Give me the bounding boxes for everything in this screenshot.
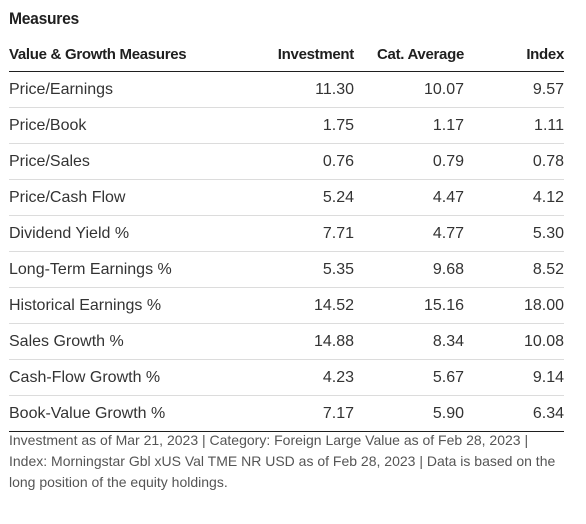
table-row: Book-Value Growth % 7.17 5.90 6.34 [9, 395, 564, 432]
cat-average-value: 15.16 [354, 287, 464, 324]
measure-name: Historical Earnings % [9, 287, 239, 324]
cat-average-value: 8.34 [354, 323, 464, 360]
table-row: Dividend Yield % 7.71 4.77 5.30 [9, 215, 564, 252]
measure-name: Long-Term Earnings % [9, 251, 239, 288]
measure-name: Book-Value Growth % [9, 395, 239, 432]
measure-name: Price/Cash Flow [9, 179, 239, 216]
index-value: 1.11 [464, 107, 564, 144]
index-value: 0.78 [464, 143, 564, 180]
measure-name: Dividend Yield % [9, 215, 239, 252]
table-body: Price/Earnings 11.30 10.07 9.57 Price/Bo… [9, 71, 564, 432]
table-row: Price/Earnings 11.30 10.07 9.57 [9, 71, 564, 108]
cat-average-value: 5.90 [354, 395, 464, 432]
index-value: 9.14 [464, 359, 564, 396]
cat-average-value: 1.17 [354, 107, 464, 144]
cat-average-value: 10.07 [354, 71, 464, 108]
column-header-index: Index [464, 38, 564, 72]
measure-name: Price/Sales [9, 143, 239, 180]
investment-value: 0.76 [239, 143, 354, 180]
investment-value: 14.88 [239, 323, 354, 360]
table-row: Historical Earnings % 14.52 15.16 18.00 [9, 287, 564, 324]
index-value: 18.00 [464, 287, 564, 324]
cat-average-value: 0.79 [354, 143, 464, 180]
investment-value: 14.52 [239, 287, 354, 324]
investment-value: 5.35 [239, 251, 354, 288]
table-row: Cash-Flow Growth % 4.23 5.67 9.14 [9, 359, 564, 396]
measure-name: Cash-Flow Growth % [9, 359, 239, 396]
index-value: 4.12 [464, 179, 564, 216]
table-row: Long-Term Earnings % 5.35 9.68 8.52 [9, 251, 564, 288]
investment-value: 7.17 [239, 395, 354, 432]
investment-value: 1.75 [239, 107, 354, 144]
index-value: 10.08 [464, 323, 564, 360]
table-row: Price/Cash Flow 5.24 4.47 4.12 [9, 179, 564, 216]
index-value: 8.52 [464, 251, 564, 288]
cat-average-value: 9.68 [354, 251, 464, 288]
measure-name: Price/Earnings [9, 71, 239, 108]
investment-value: 7.71 [239, 215, 354, 252]
table-header: Value & Growth Measures Investment Cat. … [9, 38, 564, 72]
cat-average-value: 5.67 [354, 359, 464, 396]
index-value: 6.34 [464, 395, 564, 432]
measure-name: Sales Growth % [9, 323, 239, 360]
cat-average-value: 4.77 [354, 215, 464, 252]
column-header-cat-average: Cat. Average [354, 38, 464, 72]
footnote: Investment as of Mar 21, 2023 | Category… [9, 432, 556, 490]
measures-table: Value & Growth Measures Investment Cat. … [9, 38, 564, 432]
table-row: Price/Book 1.75 1.17 1.11 [9, 107, 564, 144]
table-row: Sales Growth % 14.88 8.34 10.08 [9, 323, 564, 360]
column-header-investment: Investment [239, 38, 354, 72]
investment-value: 5.24 [239, 179, 354, 216]
table-row: Price/Sales 0.76 0.79 0.78 [9, 143, 564, 180]
investment-value: 11.30 [239, 71, 354, 108]
index-value: 9.57 [464, 71, 564, 108]
section-title: Measures [9, 9, 79, 28]
index-value: 5.30 [464, 215, 564, 252]
header-row: Value & Growth Measures Investment Cat. … [9, 38, 564, 72]
column-header-measure: Value & Growth Measures [9, 38, 239, 72]
cat-average-value: 4.47 [354, 179, 464, 216]
measure-name: Price/Book [9, 107, 239, 144]
investment-value: 4.23 [239, 359, 354, 396]
